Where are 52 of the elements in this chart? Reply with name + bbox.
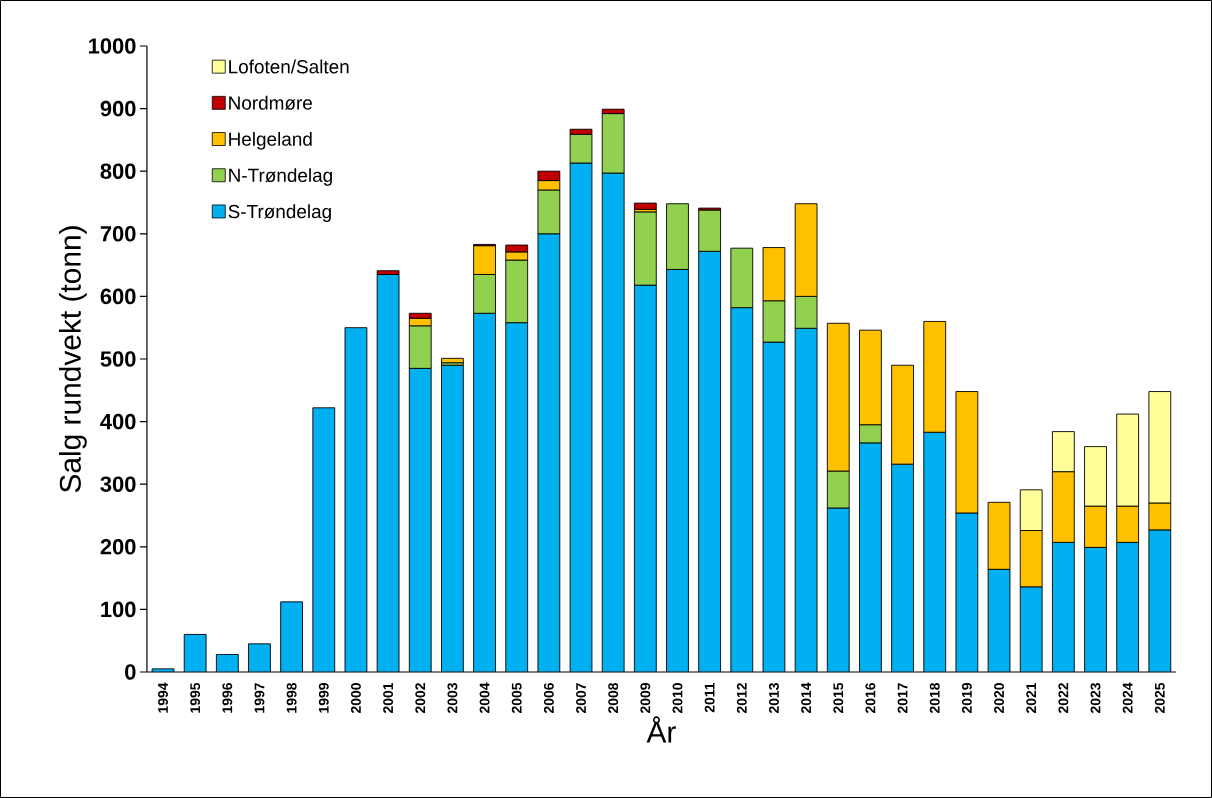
x-tick-label: 1998	[286, 682, 297, 713]
x-tick-label: 2008	[608, 682, 619, 714]
bar	[633, 202, 657, 210]
x-tick-label: 2020	[994, 683, 1004, 714]
y-tick-label: 1000	[89, 38, 136, 54]
x-tick-label: 1996	[222, 683, 233, 713]
x-tick-label: 2024	[1122, 682, 1133, 714]
x-tick-label: 2003	[447, 683, 458, 714]
x-tick-label: 1997	[254, 683, 265, 713]
x-tick-label: 2002	[415, 683, 426, 714]
x-tick-label: 2014	[801, 682, 812, 714]
x-tick-label: 2019	[961, 683, 972, 714]
x-tick-label: 2013	[769, 683, 779, 714]
x-tick-label: 1994	[158, 682, 168, 713]
x-tick-label: 2006	[543, 683, 554, 714]
x-tick-label: 2015	[833, 682, 844, 714]
x-tick-label: 2025	[1154, 682, 1165, 714]
y-tick-label: 200	[100, 539, 136, 555]
x-tick-label: 2018	[929, 682, 940, 714]
y-tick-label: 100	[101, 601, 136, 618]
x-tick-label: 2011	[704, 682, 715, 713]
bar	[441, 357, 464, 364]
x-tick-label: 2022	[1058, 683, 1069, 714]
y-tick-label: 500	[100, 351, 136, 367]
x-tick-label: 2007	[576, 683, 586, 714]
x-tick-label: 2004	[479, 682, 490, 714]
x-tick-label: 2001	[383, 682, 394, 714]
x-tick-label: 2016	[865, 683, 876, 714]
y-tick-label: 400	[100, 413, 136, 430]
y-tick-label: 300	[100, 476, 136, 492]
x-axis-title: År	[646, 716, 676, 743]
x-tick-label: 2012	[736, 683, 747, 714]
y-axis-title: Salg rundvekt (tonn)	[58, 226, 87, 493]
x-tick-label: 2009	[640, 683, 651, 714]
x-tick-label: 2017	[897, 683, 908, 714]
x-tick-label: 2010	[672, 683, 683, 714]
x-tick-label: 2021	[1026, 682, 1037, 714]
x-tick-label: 2023	[1090, 683, 1101, 714]
legend-label: S-Trøndelag	[228, 204, 331, 222]
legend-label: N-Trøndelag	[229, 168, 332, 186]
y-tick-label: 800	[100, 163, 136, 179]
y-tick-label: 0	[125, 664, 136, 680]
legend-label: Nordmøre	[229, 95, 312, 110]
legend-label: Helgeland	[229, 131, 312, 150]
x-tick-label: 1995	[190, 682, 201, 713]
y-tick-label: 700	[100, 226, 136, 242]
y-tick-label: 900	[100, 100, 136, 117]
x-tick-label: 2000	[350, 683, 361, 714]
x-tick-label: 2005	[511, 682, 522, 714]
legend-label: Lofoten/Salten	[229, 59, 349, 74]
x-tick-label: 1999	[318, 683, 329, 713]
y-tick-label: 600	[100, 288, 136, 305]
